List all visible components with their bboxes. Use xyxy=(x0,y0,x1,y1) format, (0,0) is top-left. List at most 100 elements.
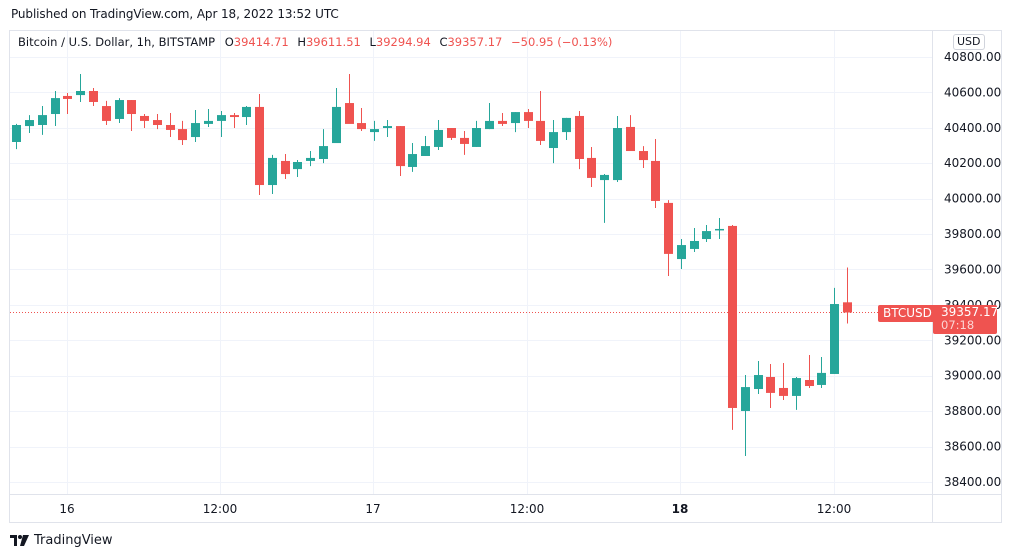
chart-frame xyxy=(9,30,1002,523)
candle[interactable] xyxy=(524,109,533,129)
candle[interactable] xyxy=(332,87,341,144)
candle[interactable] xyxy=(345,73,354,124)
candle[interactable] xyxy=(485,103,494,130)
candle[interactable] xyxy=(204,109,213,127)
candle-body xyxy=(345,103,354,124)
currency-button[interactable]: USD xyxy=(953,34,985,50)
candle[interactable] xyxy=(357,107,366,132)
candle[interactable] xyxy=(779,362,788,401)
candle[interactable] xyxy=(76,73,85,102)
candle-body xyxy=(12,124,21,142)
candle[interactable] xyxy=(460,131,469,155)
candle[interactable] xyxy=(268,154,277,195)
candle[interactable] xyxy=(434,120,443,150)
close-value: 39357.17 xyxy=(447,35,503,49)
candle[interactable] xyxy=(664,200,673,277)
candle[interactable] xyxy=(562,117,571,141)
candle[interactable] xyxy=(102,100,111,125)
candle[interactable] xyxy=(370,120,379,141)
high-key: H xyxy=(297,35,306,49)
time-tick-label: 17 xyxy=(365,502,380,516)
candle[interactable] xyxy=(319,129,328,164)
candle[interactable] xyxy=(25,115,34,133)
candle-body xyxy=(702,231,711,240)
candle[interactable] xyxy=(626,115,635,152)
candle[interactable] xyxy=(472,120,481,147)
candle[interactable] xyxy=(549,120,558,164)
candle[interactable] xyxy=(421,135,430,156)
candle[interactable] xyxy=(613,115,622,183)
candle[interactable] xyxy=(383,120,392,138)
candle[interactable] xyxy=(447,128,456,141)
last-price-value: 39357.17 xyxy=(941,305,999,319)
candle-body xyxy=(153,120,162,125)
candle-body xyxy=(140,115,149,121)
candle[interactable] xyxy=(843,267,852,324)
candle-body xyxy=(511,112,520,124)
candle[interactable] xyxy=(255,94,264,195)
candle[interactable] xyxy=(754,361,763,394)
candle-body xyxy=(664,202,673,254)
candle[interactable] xyxy=(587,146,596,187)
candle-body xyxy=(792,378,801,396)
candle[interactable] xyxy=(408,143,417,172)
price-tick-label: 39800.00 xyxy=(944,227,1001,241)
candle-body xyxy=(728,225,737,408)
candle[interactable] xyxy=(830,287,839,374)
candle[interactable] xyxy=(677,239,686,269)
candle[interactable] xyxy=(575,111,584,170)
candle[interactable] xyxy=(817,356,826,388)
candle-body xyxy=(562,117,571,133)
close-key: C xyxy=(439,35,448,49)
candle[interactable] xyxy=(805,355,814,388)
candle[interactable] xyxy=(792,376,801,410)
price-tick-label: 40200.00 xyxy=(944,156,1001,170)
candle-body xyxy=(357,123,366,130)
candle[interactable] xyxy=(728,225,737,430)
low-value: 39294.94 xyxy=(375,35,431,49)
candle[interactable] xyxy=(651,138,660,209)
candle-body xyxy=(63,95,72,99)
candle[interactable] xyxy=(153,114,162,130)
candle-body xyxy=(89,90,98,102)
candle[interactable] xyxy=(38,106,47,135)
candle-body xyxy=(115,100,124,119)
candle[interactable] xyxy=(396,126,405,176)
candle[interactable] xyxy=(51,90,60,127)
candle[interactable] xyxy=(690,228,699,252)
candle[interactable] xyxy=(127,100,136,132)
tradingview-logo[interactable]: TradingView xyxy=(10,533,113,548)
candle[interactable] xyxy=(191,109,200,142)
candle[interactable] xyxy=(178,120,187,146)
candle-body xyxy=(639,151,648,161)
candle[interactable] xyxy=(498,112,507,127)
candle[interactable] xyxy=(63,92,72,115)
candle[interactable] xyxy=(140,114,149,129)
candle-body xyxy=(447,128,456,138)
candle-body xyxy=(779,387,788,396)
candle[interactable] xyxy=(89,87,98,107)
candle[interactable] xyxy=(766,364,775,408)
candle-body xyxy=(255,106,264,186)
candle[interactable] xyxy=(639,146,648,169)
candle-body xyxy=(127,100,136,115)
candle[interactable] xyxy=(741,375,750,456)
candle[interactable] xyxy=(293,160,302,178)
candle[interactable] xyxy=(217,111,226,138)
candle[interactable] xyxy=(600,174,609,223)
candle[interactable] xyxy=(281,154,290,180)
candle[interactable] xyxy=(166,112,175,138)
candle[interactable] xyxy=(230,112,239,129)
candle-body xyxy=(575,115,584,159)
candle[interactable] xyxy=(242,106,251,125)
candle[interactable] xyxy=(306,151,315,167)
candle[interactable] xyxy=(115,98,124,124)
candle[interactable] xyxy=(702,225,711,243)
last-price-tag: 39357.17 07:18 xyxy=(933,305,999,334)
candle[interactable] xyxy=(12,123,21,150)
candle-body xyxy=(383,126,392,129)
candle[interactable] xyxy=(715,217,724,240)
candle[interactable] xyxy=(536,90,545,146)
candle[interactable] xyxy=(511,112,520,133)
